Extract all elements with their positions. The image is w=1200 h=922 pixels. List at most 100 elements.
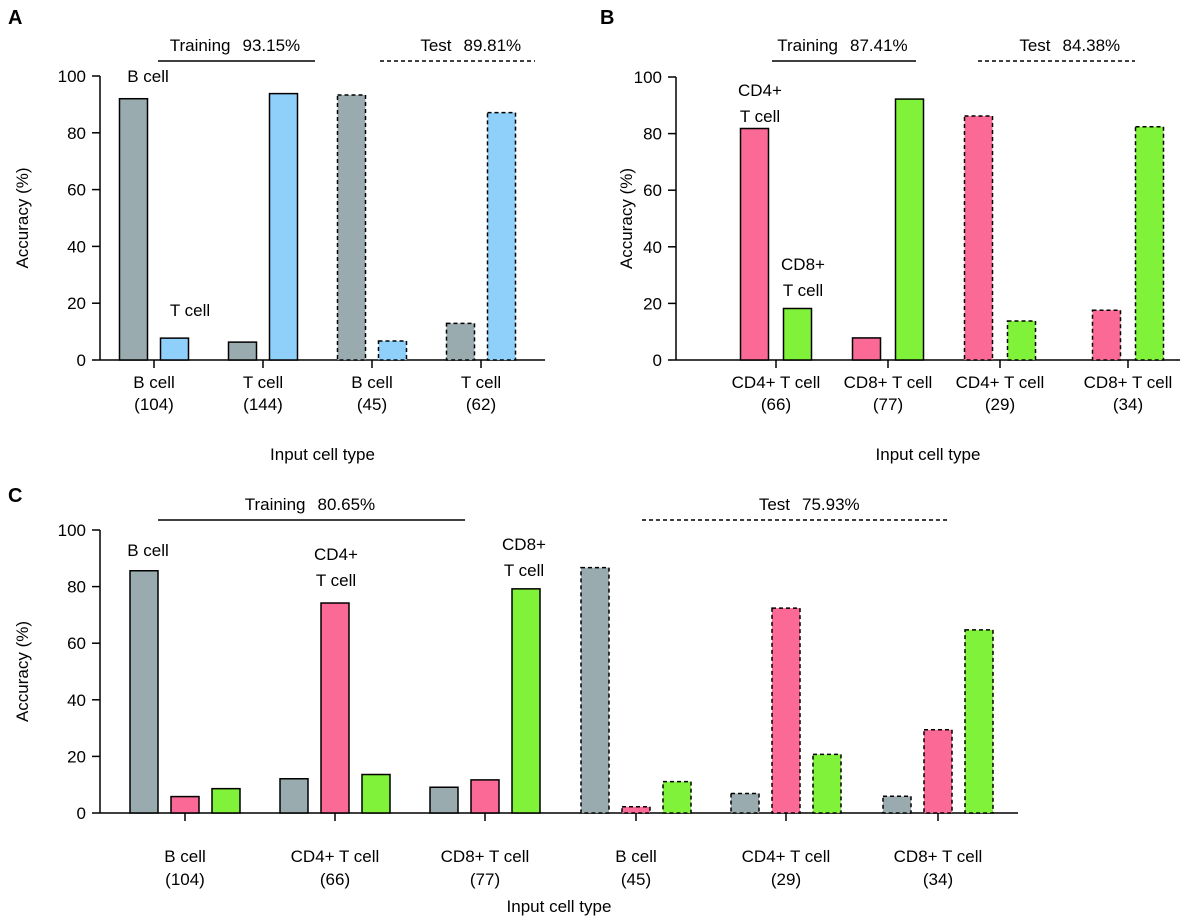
y-tick-label: 0 bbox=[653, 351, 662, 370]
panel-letter: A bbox=[8, 7, 22, 29]
bar-cd4-t-cell bbox=[320, 602, 350, 814]
y-tick-label: 20 bbox=[643, 294, 662, 313]
x-tick-label: CD8+ T cell bbox=[894, 847, 983, 866]
y-tick-label: 80 bbox=[643, 125, 662, 144]
bar-cd8-t-cell bbox=[662, 780, 692, 814]
bar-b-cell bbox=[227, 341, 258, 361]
y-tick-label: 0 bbox=[77, 351, 86, 370]
group-label: Test bbox=[1019, 36, 1050, 55]
panel-letter: B bbox=[600, 7, 614, 29]
group-accuracy: 80.65% bbox=[318, 495, 376, 514]
y-tick-label: 20 bbox=[67, 294, 86, 313]
x-tick-label: CD8+ T cell bbox=[844, 373, 933, 392]
bar-label: B cell bbox=[127, 67, 169, 86]
y-tick-label: 60 bbox=[643, 181, 662, 200]
y-tick-label: 60 bbox=[67, 634, 86, 653]
bar-label: CD4+ bbox=[738, 81, 782, 100]
bar-label: T cell bbox=[783, 281, 823, 300]
y-tick-label: 100 bbox=[634, 68, 662, 87]
x-axis-label: Input cell type bbox=[270, 445, 375, 464]
x-tick-count: (29) bbox=[985, 395, 1015, 414]
bar-label: T cell bbox=[740, 107, 780, 126]
x-tick-count: (45) bbox=[621, 870, 651, 889]
x-tick-count: (34) bbox=[923, 870, 953, 889]
bar-b-cell bbox=[445, 322, 476, 361]
bar-cd8-t-cell bbox=[211, 787, 241, 814]
x-tick-count: (29) bbox=[771, 870, 801, 889]
bar-b-cell bbox=[730, 792, 760, 814]
bar-b-cell bbox=[882, 795, 912, 814]
group-label: Test bbox=[759, 495, 790, 514]
bar-cd8-t-cell bbox=[812, 753, 842, 814]
y-tick-label: 100 bbox=[58, 67, 86, 86]
x-tick-count: (104) bbox=[134, 395, 174, 414]
bar-cd4-t-cell bbox=[963, 115, 994, 361]
panel-B: B 0 20 40 60 80 100 Accuracy (%) Input cell type… bbox=[600, 7, 1180, 464]
group-accuracy: 93.15% bbox=[243, 36, 301, 55]
panel-A: A 0 20 40 60 80 100 Accuracy (%) Input cell type… bbox=[8, 7, 545, 464]
x-tick-label: CD4+ T cell bbox=[291, 847, 380, 866]
bar-cd4-t-cell bbox=[470, 779, 500, 814]
x-tick-count: (45) bbox=[357, 395, 387, 414]
x-tick-count: (34) bbox=[1113, 395, 1143, 414]
bar-b-cell bbox=[129, 570, 159, 814]
bar-cd4-t-cell bbox=[923, 729, 953, 814]
bar-t-cell bbox=[377, 340, 408, 361]
bar-cd8-t-cell bbox=[1006, 320, 1037, 361]
bar-cd4-t-cell bbox=[771, 607, 801, 814]
bar-cd8-t-cell bbox=[964, 629, 994, 814]
y-axis-label: Accuracy (%) bbox=[617, 168, 636, 269]
bar-cd8-t-cell bbox=[361, 773, 391, 814]
bar-label: T cell bbox=[504, 561, 544, 580]
x-tick-label: T cell bbox=[243, 373, 283, 392]
y-axis-label: Accuracy (%) bbox=[13, 621, 32, 722]
x-tick-label: CD4+ T cell bbox=[732, 373, 821, 392]
x-tick-count: (144) bbox=[243, 395, 283, 414]
bar-label: T cell bbox=[170, 301, 210, 320]
bar-cd8-t-cell bbox=[1134, 126, 1165, 361]
x-tick-count: (66) bbox=[761, 395, 791, 414]
bar-cd4-t-cell bbox=[739, 127, 770, 361]
bar-cd4-t-cell bbox=[851, 337, 882, 361]
bar-label: T cell bbox=[316, 571, 356, 590]
bar-t-cell bbox=[268, 92, 299, 361]
x-tick-label: CD8+ T cell bbox=[441, 847, 530, 866]
x-tick-count: (66) bbox=[320, 870, 350, 889]
y-tick-label: 80 bbox=[67, 124, 86, 143]
y-tick-label: 20 bbox=[67, 747, 86, 766]
x-tick-label: B cell bbox=[164, 847, 206, 866]
bar-cd8-t-cell bbox=[894, 98, 925, 361]
x-tick-label: CD4+ T cell bbox=[956, 373, 1045, 392]
x-tick-label: B cell bbox=[133, 373, 175, 392]
group-label: Training bbox=[777, 36, 838, 55]
bar-b-cell bbox=[580, 566, 610, 814]
bar-label: B cell bbox=[127, 541, 169, 560]
bar-t-cell bbox=[486, 111, 517, 361]
x-tick-count: (77) bbox=[470, 870, 500, 889]
y-tick-label: 100 bbox=[58, 521, 86, 540]
bar-cd4-t-cell bbox=[1091, 309, 1122, 361]
x-tick-label: CD4+ T cell bbox=[742, 847, 831, 866]
group-label: Training bbox=[245, 495, 306, 514]
panel-letter: C bbox=[8, 485, 22, 507]
bar-b-cell bbox=[118, 97, 149, 361]
bar-b-cell bbox=[279, 778, 309, 814]
y-tick-label: 60 bbox=[67, 181, 86, 200]
x-tick-count: (62) bbox=[466, 395, 496, 414]
y-tick-label: 40 bbox=[643, 238, 662, 257]
x-tick-label: B cell bbox=[615, 847, 657, 866]
y-tick-label: 0 bbox=[77, 804, 86, 823]
bar-b-cell bbox=[336, 94, 367, 361]
x-tick-count: (77) bbox=[873, 395, 903, 414]
group-accuracy: 75.93% bbox=[802, 495, 860, 514]
group-label: Test bbox=[420, 36, 451, 55]
group-accuracy: 89.81% bbox=[464, 36, 522, 55]
x-tick-label: T cell bbox=[461, 373, 501, 392]
bar-cd8-t-cell bbox=[511, 588, 541, 814]
bar-cd4-t-cell bbox=[170, 795, 200, 814]
y-tick-label: 80 bbox=[67, 578, 86, 597]
bar-label: CD8+ bbox=[502, 535, 546, 554]
bar-label: CD8+ bbox=[781, 255, 825, 274]
group-accuracy: 87.41% bbox=[850, 36, 908, 55]
